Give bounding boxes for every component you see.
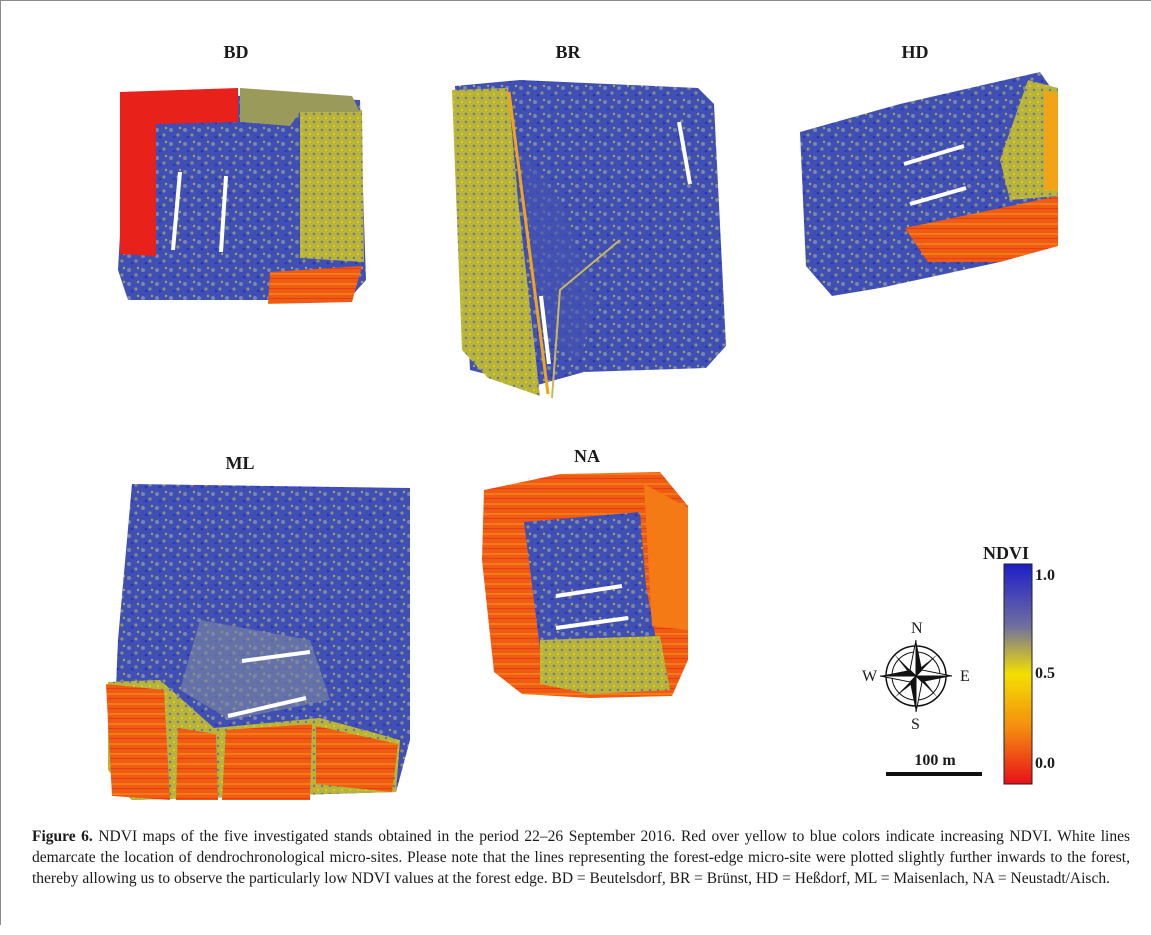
panel-label-br: BR bbox=[555, 42, 581, 62]
frame-left-border bbox=[0, 0, 1, 925]
scale-bar bbox=[886, 772, 982, 776]
legend-tick-low: 0.0 bbox=[1035, 755, 1055, 772]
figure-caption-label: Figure 6. bbox=[32, 828, 93, 845]
panel-label-ml: ML bbox=[225, 453, 255, 473]
map-ml bbox=[106, 484, 410, 800]
compass-n-label: N bbox=[911, 620, 923, 637]
figure-caption: Figure 6. NDVI maps of the five investig… bbox=[32, 826, 1130, 889]
panel-label-na: NA bbox=[574, 446, 600, 466]
map-bd bbox=[118, 88, 366, 304]
figure-caption-text: NDVI maps of the five investigated stand… bbox=[32, 828, 1131, 887]
compass-w-label: W bbox=[862, 668, 878, 685]
panel-label-bd: BD bbox=[223, 42, 249, 62]
map-hd bbox=[800, 72, 1058, 296]
legend-title: NDVI bbox=[983, 543, 1030, 563]
compass-rose bbox=[879, 639, 953, 713]
map-br bbox=[452, 80, 726, 399]
panel-label-hd: HD bbox=[901, 42, 929, 62]
scale-bar-label: 100 m bbox=[914, 752, 956, 769]
ndvi-color-bar bbox=[1003, 563, 1033, 785]
compass-e-label: E bbox=[960, 668, 970, 685]
frame-top-border bbox=[0, 0, 1151, 1]
legend-tick-high: 1.0 bbox=[1035, 567, 1055, 584]
compass-s-label: S bbox=[911, 716, 920, 733]
legend-tick-mid: 0.5 bbox=[1035, 665, 1055, 682]
map-na bbox=[482, 472, 688, 698]
